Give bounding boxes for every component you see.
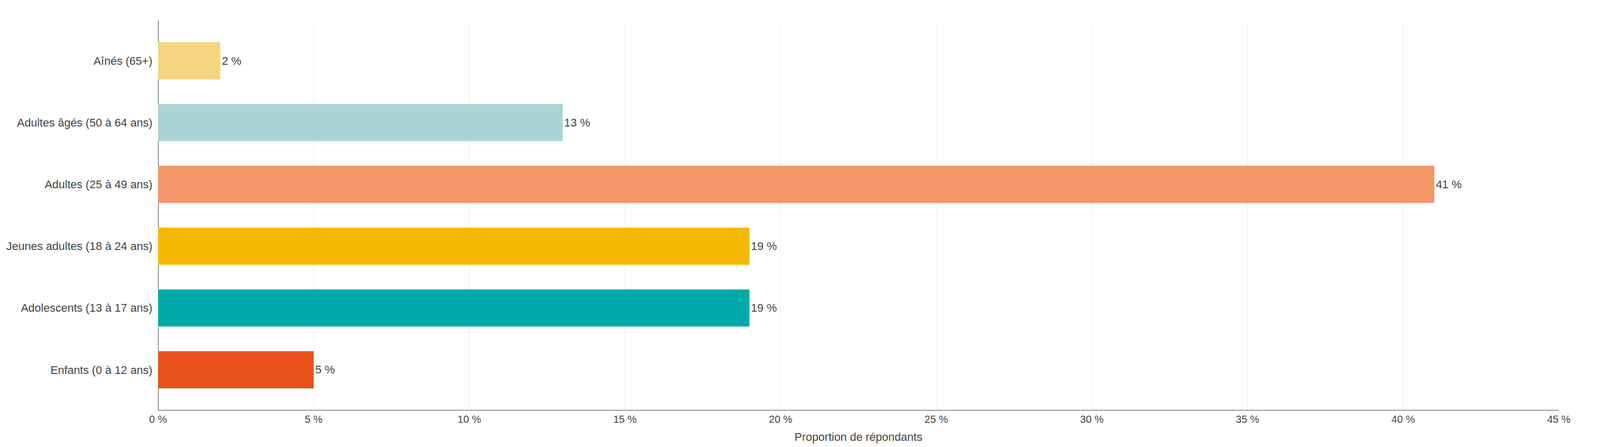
svg-text:2 %: 2 % bbox=[221, 54, 242, 68]
svg-text:40 %: 40 % bbox=[1391, 413, 1416, 426]
svg-text:20 %: 20 % bbox=[769, 413, 793, 426]
svg-text:5 %: 5 % bbox=[304, 413, 323, 426]
svg-text:Proportion de répondants: Proportion de répondants bbox=[794, 430, 923, 444]
svg-text:35 %: 35 % bbox=[1236, 413, 1260, 426]
svg-text:Jeunes adultes (18 à 24 ans): Jeunes adultes (18 à 24 ans) bbox=[6, 239, 153, 253]
svg-text:13 %: 13 % bbox=[564, 116, 590, 130]
svg-text:Adultes (25 à 49 ans): Adultes (25 à 49 ans) bbox=[44, 178, 153, 191]
svg-text:15 %: 15 % bbox=[613, 413, 637, 426]
svg-text:Adultes âgés (50 à 64 ans): Adultes âgés (50 à 64 ans) bbox=[16, 116, 153, 130]
svg-text:5 %: 5 % bbox=[315, 363, 335, 377]
svg-text:Enfants (0 à 12 ans): Enfants (0 à 12 ans) bbox=[50, 363, 153, 377]
svg-text:Adolescents (13 à 17 ans): Adolescents (13 à 17 ans) bbox=[20, 301, 153, 315]
svg-text:Aînés (65+): Aînés (65+) bbox=[93, 54, 153, 68]
svg-text:10 %: 10 % bbox=[457, 413, 482, 426]
svg-text:41 %: 41 % bbox=[1435, 178, 1462, 191]
svg-text:25 %: 25 % bbox=[924, 413, 949, 426]
svg-text:19 %: 19 % bbox=[751, 301, 777, 315]
svg-text:0 %: 0 % bbox=[149, 413, 168, 426]
svg-text:19 %: 19 % bbox=[751, 239, 777, 253]
svg-text:45 %: 45 % bbox=[1546, 413, 1571, 426]
svg-text:30 %: 30 % bbox=[1080, 413, 1104, 426]
